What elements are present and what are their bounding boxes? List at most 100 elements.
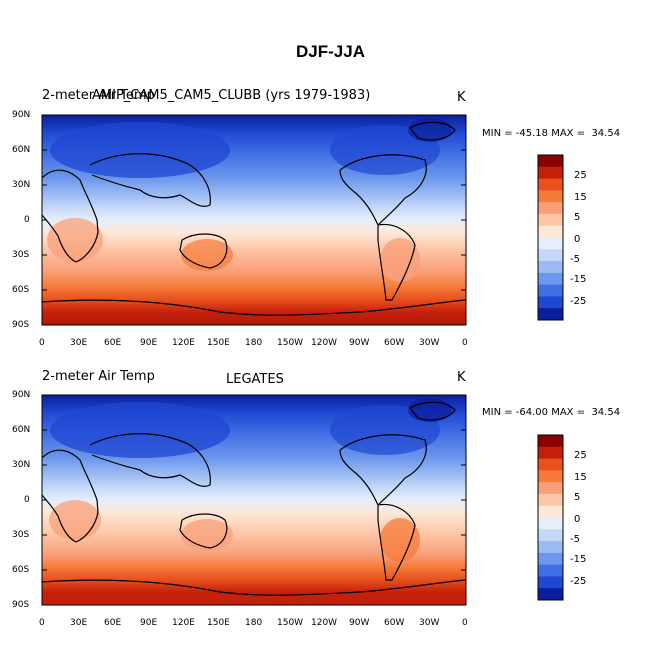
p2-colorbar-label: 5 (574, 492, 581, 503)
panel2-map (41, 394, 467, 606)
p2-lat-tick: 60N (12, 425, 31, 435)
p2-colorbar-label: -15 (570, 554, 587, 565)
colorbar-swatch (538, 155, 563, 168)
p1-lon-tick: 30W (419, 338, 440, 348)
p1-lat-tick: 90N (12, 110, 31, 120)
panel1-case-label: AMIP_CAM5_CAM5_CLUBB (yrs 1979-1983) (92, 88, 371, 103)
p2-lon-tick: 120E (172, 618, 195, 628)
p1-lon-tick: 150E (207, 338, 230, 348)
colorbar-swatch (538, 541, 563, 554)
colorbar-swatch (538, 446, 563, 460)
p1-lon-tick: 150W (277, 338, 304, 348)
colorbar-swatch (538, 166, 563, 180)
p2-lon-tick: 60E (104, 618, 122, 628)
p1-lat-tick: 30N (12, 180, 31, 190)
colorbar-swatch (538, 552, 563, 566)
colorbar-swatch (538, 213, 563, 227)
colorbar-swatch (538, 225, 563, 238)
panel1-variable-label: 2-meter Air Temp (42, 88, 155, 103)
p1-lon-tick: 180 (245, 338, 263, 348)
p2-colorbar-label: 25 (574, 450, 587, 461)
p2-colorbar-label: -5 (570, 534, 580, 545)
p2-lon-tick: 30E (70, 618, 88, 628)
p2-colorbar-label: 0 (574, 514, 581, 525)
colorbar-swatch (538, 261, 563, 274)
p1-lon-tick: 30E (70, 338, 88, 348)
colorbar-swatch (538, 482, 563, 495)
panel1-map (41, 114, 467, 326)
p2-lat-tick: 90N (12, 390, 31, 400)
colorbar-swatch (538, 190, 563, 203)
panel2-units-label: K (457, 370, 466, 385)
p2-lon-tick: 90W (349, 618, 370, 628)
colorbar-swatch (538, 470, 563, 483)
colorbar-swatch (538, 564, 563, 577)
p2-colorbar-label: 15 (574, 472, 587, 483)
colorbar-swatch (538, 296, 563, 309)
p2-lat-tick: 30N (12, 460, 31, 470)
colorbar-swatch (538, 435, 563, 448)
colorbar-swatch (538, 284, 563, 297)
figure-title: DJF-JJA (296, 42, 365, 61)
panel2-tick-marks (42, 394, 466, 606)
p2-lon-tick: 0 (39, 618, 45, 628)
colorbar-swatch (538, 529, 563, 542)
p1-colorbar-label: 25 (574, 170, 587, 181)
panel2-variable-label: 2-meter Air Temp (42, 369, 155, 384)
colorbar-swatch (538, 178, 563, 191)
p2-lon-tick: 60W (384, 618, 405, 628)
colorbar-swatch (538, 202, 563, 215)
panel2-case-label: LEGATES (226, 372, 284, 387)
colorbar-swatch (538, 588, 563, 601)
panel2-min-max: MIN = -64.00 MAX = 34.54 (482, 407, 621, 418)
p1-lon-tick: 90E (140, 338, 158, 348)
panel2-colorbar (537, 434, 564, 601)
p1-lon-tick: 120E (172, 338, 195, 348)
p2-colorbar-label: -25 (570, 576, 587, 587)
colorbar-swatch (538, 505, 563, 518)
colorbar-swatch (538, 458, 563, 471)
colorbar-swatch (538, 517, 563, 530)
p1-lat-tick: 30S (12, 250, 30, 260)
p1-lat-tick: 0 (24, 215, 30, 225)
p2-lon-tick: 0 (462, 618, 468, 628)
panel1-units-label: K (457, 90, 466, 105)
p1-lon-tick: 0 (39, 338, 45, 348)
p1-colorbar-label: 5 (574, 212, 581, 223)
p2-lat-tick: 30S (12, 530, 30, 540)
p1-lat-tick: 90S (12, 320, 30, 330)
p2-lon-tick: 120W (311, 618, 338, 628)
panel1-tick-marks (42, 114, 466, 326)
p2-lon-tick: 150E (207, 618, 230, 628)
p2-lat-tick: 90S (12, 600, 30, 610)
p1-lon-tick: 60W (384, 338, 405, 348)
p2-lon-tick: 180 (245, 618, 263, 628)
p2-lon-tick: 90E (140, 618, 158, 628)
colorbar-swatch (538, 272, 563, 286)
colorbar-swatch (538, 576, 563, 589)
colorbar-frame (537, 434, 564, 601)
p1-lon-tick: 120W (311, 338, 338, 348)
p1-lon-tick: 60E (104, 338, 122, 348)
colorbar-swatch (538, 493, 563, 507)
p2-lon-tick: 30W (419, 618, 440, 628)
panel1-min-max: MIN = -45.18 MAX = 34.54 (482, 128, 621, 139)
p1-lat-tick: 60S (12, 285, 30, 295)
p2-lat-tick: 60S (12, 565, 30, 575)
p1-lat-tick: 60N (12, 145, 31, 155)
colorbar-swatch (538, 249, 563, 262)
p1-colorbar-label: 15 (574, 192, 587, 203)
panel1-colorbar (537, 154, 564, 321)
p1-lon-tick: 90W (349, 338, 370, 348)
p1-colorbar-label: -15 (570, 274, 587, 285)
colorbar-swatch (538, 308, 563, 321)
p1-colorbar-label: 0 (574, 234, 581, 245)
colorbar-frame (537, 154, 564, 321)
p1-colorbar-label: -25 (570, 296, 587, 307)
p1-lon-tick: 0 (462, 338, 468, 348)
p2-lat-tick: 0 (24, 495, 30, 505)
p1-colorbar-label: -5 (570, 254, 580, 265)
colorbar-swatch (538, 237, 563, 250)
p2-lon-tick: 150W (277, 618, 304, 628)
